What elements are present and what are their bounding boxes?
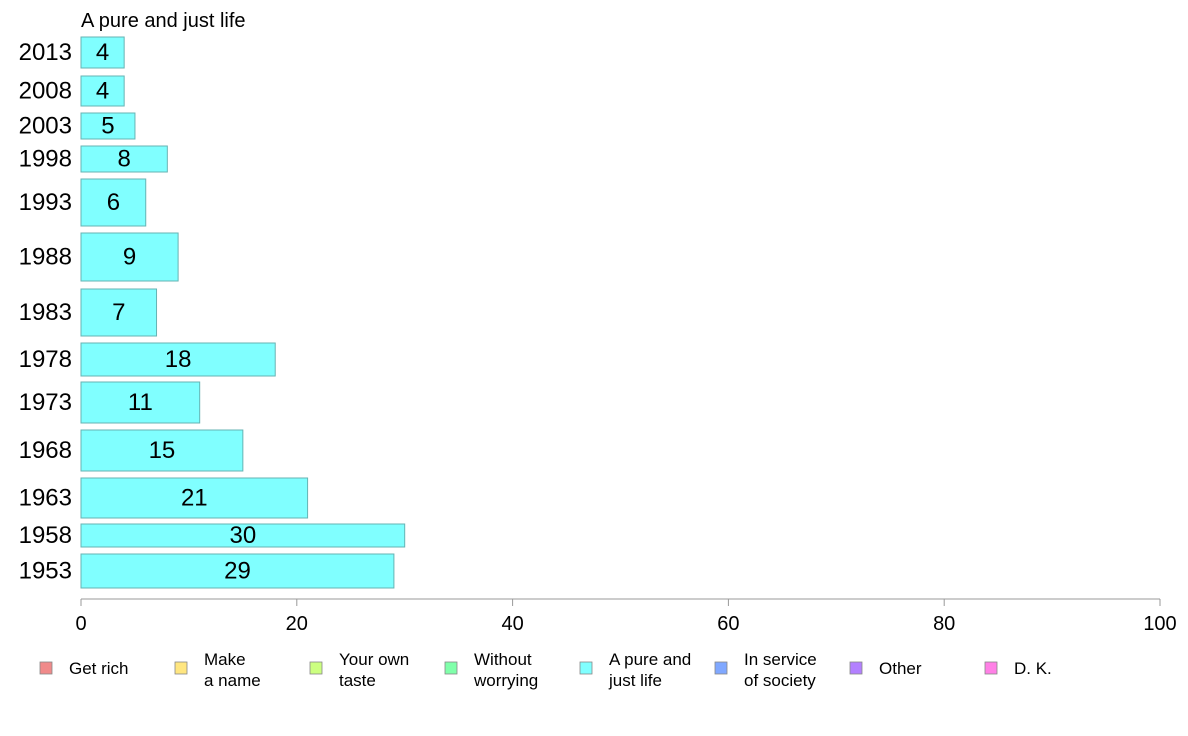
legend-label: Make <box>204 650 246 669</box>
y-tick-label-1978: 1978 <box>19 346 72 373</box>
legend-item: Get rich <box>39 659 129 678</box>
x-tick-label: 60 <box>717 613 739 635</box>
legend-label: Get rich <box>69 659 129 678</box>
data-label-1983: 7 <box>112 299 125 326</box>
legend-item: A pure and just life <box>579 650 691 690</box>
data-label-2008: 4 <box>96 78 109 105</box>
data-label-1998: 8 <box>117 146 130 173</box>
data-label-1953: 29 <box>224 558 251 585</box>
data-label-2003: 5 <box>101 113 114 140</box>
data-label-1973: 11 <box>128 389 153 416</box>
bar-1993 <box>80 178 147 227</box>
bar-1978 <box>80 342 276 377</box>
legend-swatch <box>849 661 863 675</box>
bar-1998 <box>80 145 168 173</box>
legend-swatch <box>579 661 593 675</box>
legend-label: D. K. <box>1014 659 1052 678</box>
bar-2013 <box>80 36 125 69</box>
bars-group: 4 2013 4 2008 5 2003 8 1998 6 1993 9 1988 7 1983 18 197… <box>19 36 406 589</box>
data-label-1988: 9 <box>123 244 136 271</box>
x-tick-label: 20 <box>286 613 308 635</box>
legend-swatch <box>309 661 323 675</box>
bar-1973 <box>80 381 201 424</box>
y-tick-label-1983: 1983 <box>19 299 72 326</box>
bar-2003 <box>80 112 136 140</box>
legend-swatch <box>444 661 458 675</box>
y-tick-label-1973: 1973 <box>19 389 72 416</box>
x-tick-label: 80 <box>933 613 955 635</box>
legend-item: Without worrying <box>444 650 538 690</box>
data-label-1958: 30 <box>229 522 256 549</box>
legend: Get rich Make a name Your own taste Without wo… <box>39 650 1052 690</box>
legend-item: Other <box>849 659 922 678</box>
legend-swatch <box>714 661 728 675</box>
y-tick-label-1953: 1953 <box>19 558 72 585</box>
data-label-1993: 6 <box>107 189 120 216</box>
legend-label: just life <box>608 671 662 690</box>
legend-label: In service <box>744 650 817 669</box>
y-tick-label-1963: 1963 <box>19 485 72 512</box>
bar-1988 <box>80 232 179 282</box>
y-tick-label-2003: 2003 <box>19 113 72 140</box>
data-label-1963: 21 <box>181 485 208 512</box>
x-tick-label: 40 <box>501 613 523 635</box>
legend-item: Make a name <box>174 650 261 690</box>
legend-label: a name <box>204 671 261 690</box>
y-tick-label-1958: 1958 <box>19 522 72 549</box>
bar-1983 <box>80 288 158 337</box>
bar-1968 <box>80 429 244 472</box>
legend-label: Other <box>879 659 922 678</box>
x-tick-label: 100 <box>1143 613 1176 635</box>
legend-label: Your own <box>339 650 409 669</box>
y-tick-label-1988: 1988 <box>19 244 72 271</box>
legend-label: taste <box>339 671 376 690</box>
y-tick-label-2013: 2013 <box>19 39 72 66</box>
x-tick-label: 0 <box>75 613 86 635</box>
legend-label: of society <box>744 671 816 690</box>
legend-swatch <box>174 661 188 675</box>
data-label-1978: 18 <box>165 346 192 373</box>
bar-1953 <box>80 553 395 589</box>
legend-item: Your own taste <box>309 650 409 690</box>
y-tick-label-1993: 1993 <box>19 189 72 216</box>
y-tick-label-1968: 1968 <box>19 437 72 464</box>
legend-item: In service of society <box>714 650 817 690</box>
data-label-1968: 15 <box>149 437 176 464</box>
y-tick-label-1998: 1998 <box>19 146 72 173</box>
legend-swatch <box>39 661 53 675</box>
legend-item: D. K. <box>984 659 1052 678</box>
bar-1963 <box>80 477 309 519</box>
legend-swatch <box>984 661 998 675</box>
chart-title: A pure and just life <box>81 10 246 32</box>
legend-label: worrying <box>473 671 538 690</box>
legend-label: Without <box>474 650 532 669</box>
bar-1958 <box>80 523 406 548</box>
y-tick-label-2008: 2008 <box>19 78 72 105</box>
bar-2008 <box>80 75 125 107</box>
data-label-2013: 4 <box>96 39 109 66</box>
legend-label: A pure and <box>609 650 691 669</box>
x-axis: 0 20 40 60 80 100 <box>75 598 1177 635</box>
